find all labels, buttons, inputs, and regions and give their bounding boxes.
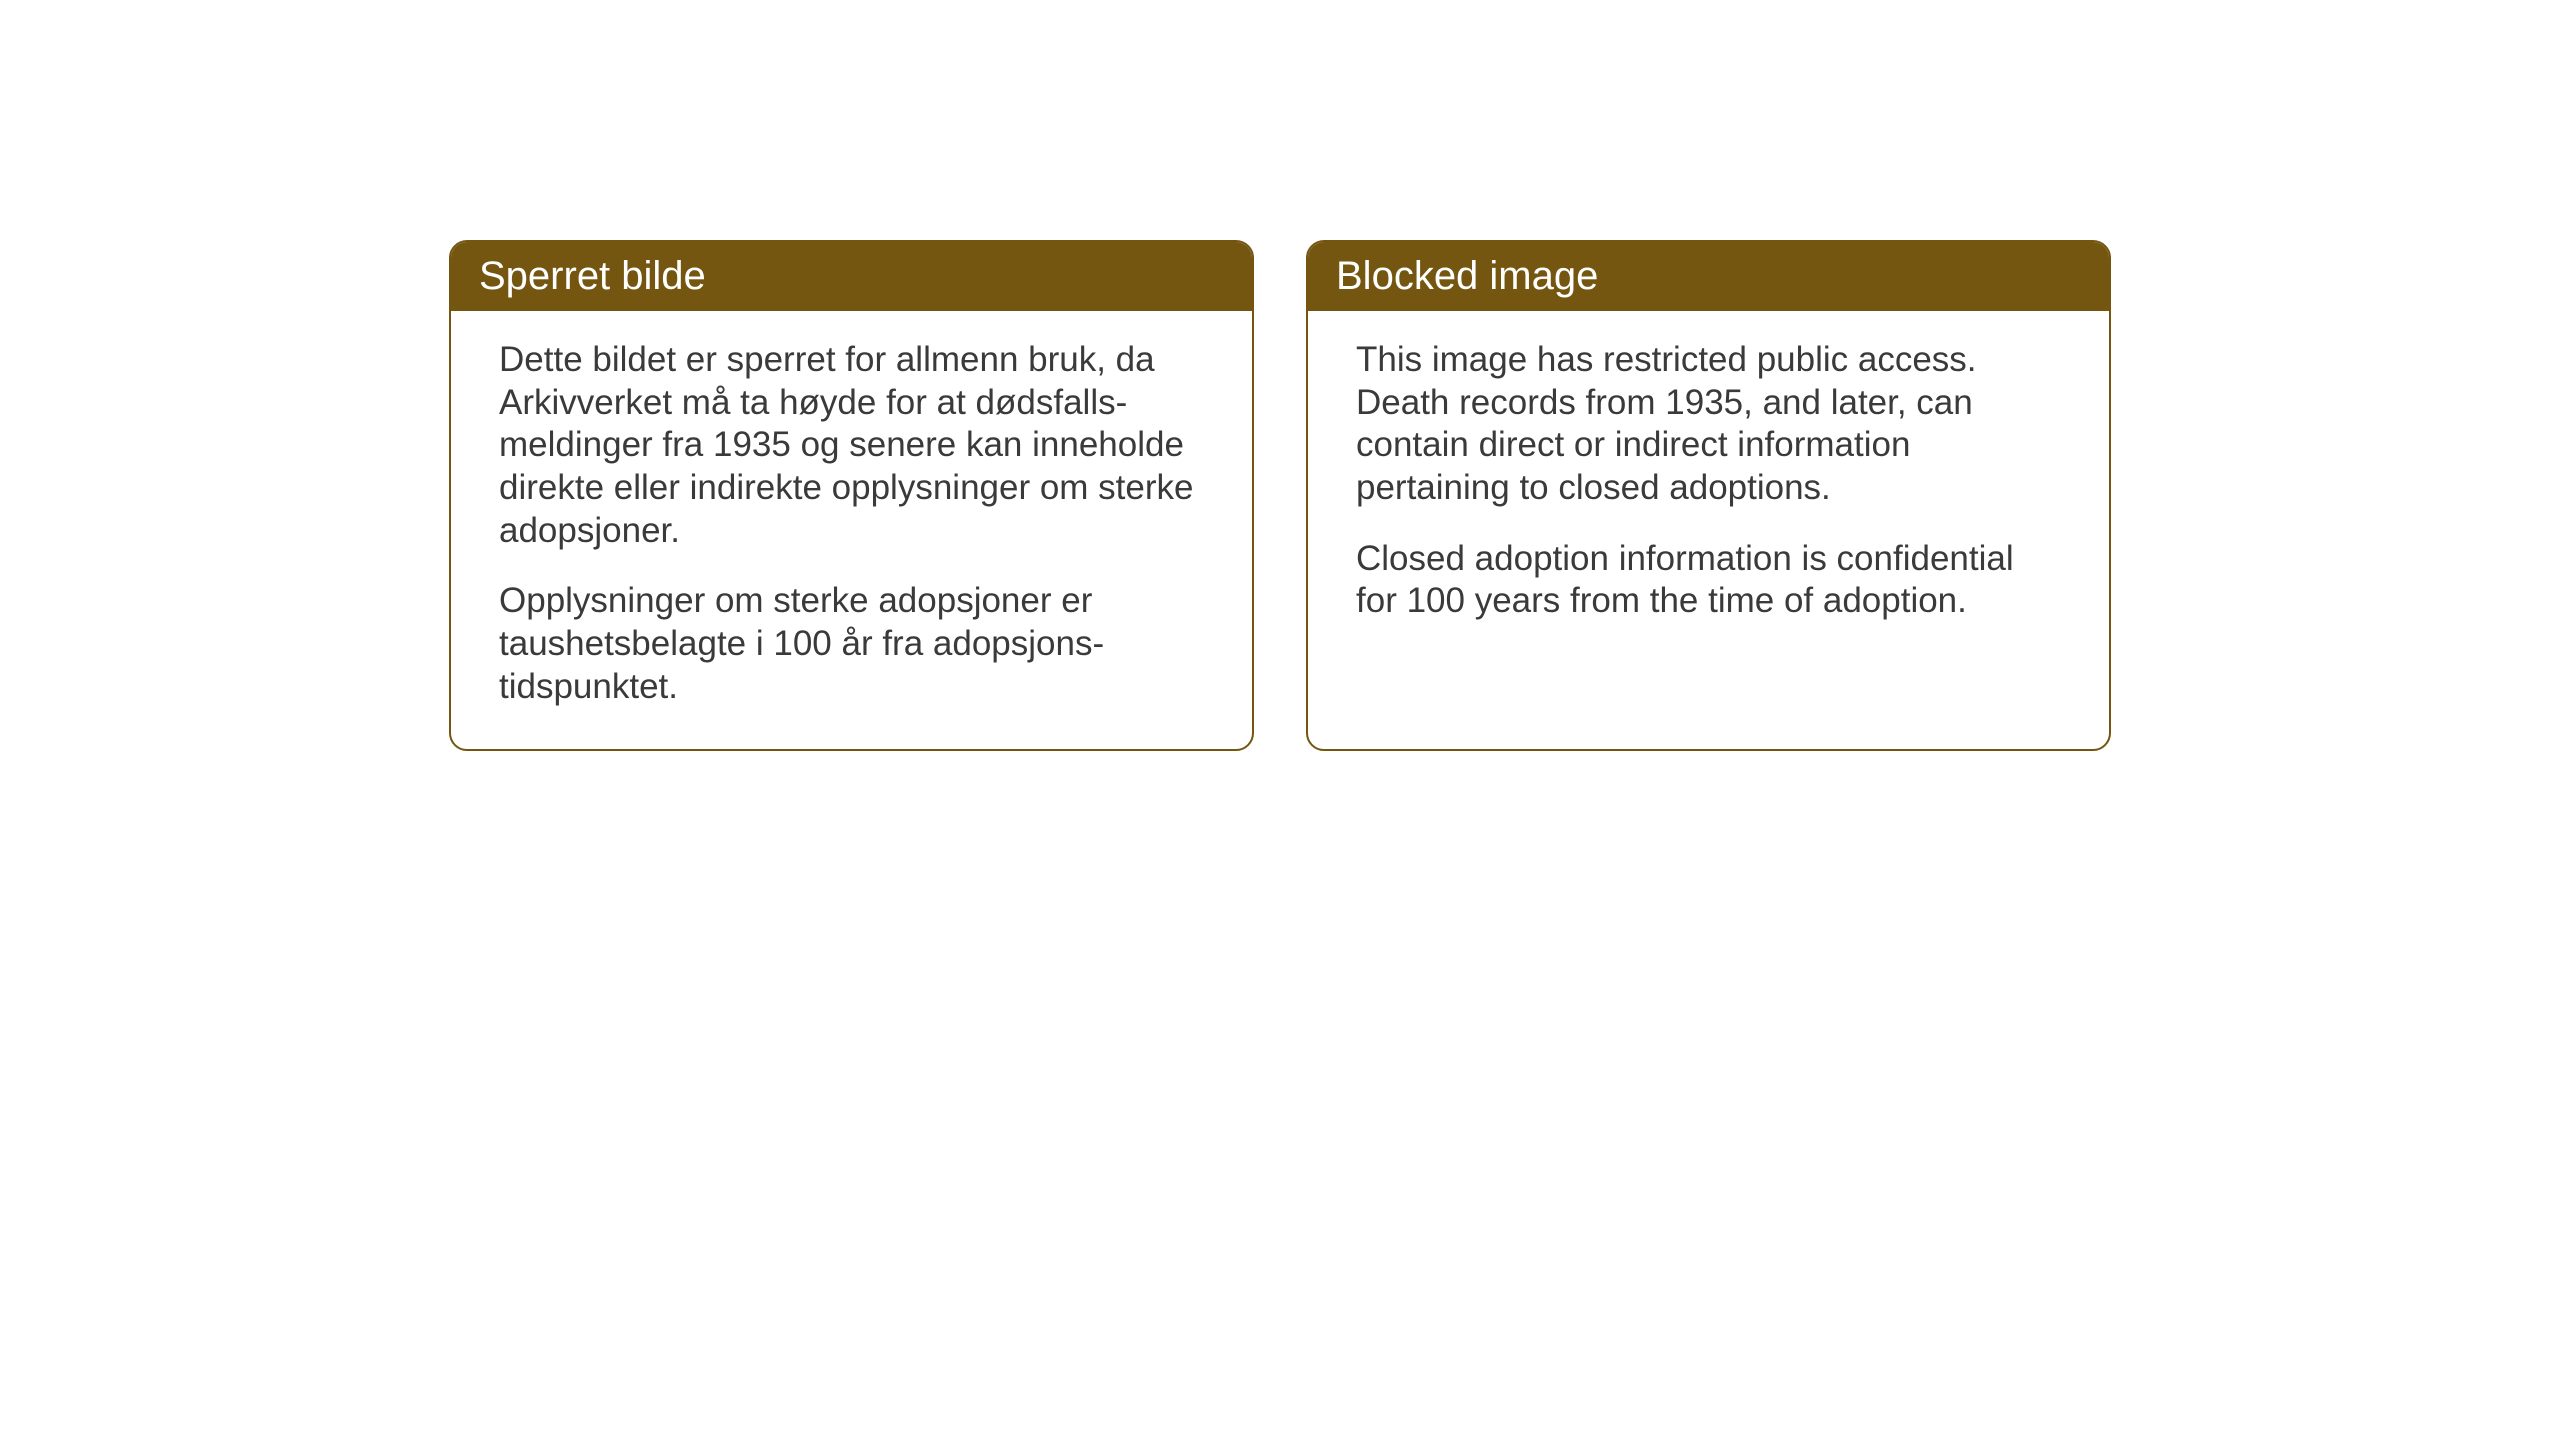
notice-container: Sperret bilde Dette bildet er sperret fo… <box>449 240 2111 751</box>
paragraph-english-2: Closed adoption information is confident… <box>1356 538 2061 623</box>
card-body-norwegian: Dette bildet er sperret for allmenn bruk… <box>451 311 1252 749</box>
paragraph-english-1: This image has restricted public access.… <box>1356 339 2061 510</box>
paragraph-norwegian-1: Dette bildet er sperret for allmenn bruk… <box>499 339 1204 552</box>
card-header-english: Blocked image <box>1308 242 2109 311</box>
card-title-english: Blocked image <box>1336 254 1598 298</box>
card-english: Blocked image This image has restricted … <box>1306 240 2111 751</box>
card-norwegian: Sperret bilde Dette bildet er sperret fo… <box>449 240 1254 751</box>
card-body-english: This image has restricted public access.… <box>1308 311 2109 663</box>
card-title-norwegian: Sperret bilde <box>479 254 706 298</box>
card-header-norwegian: Sperret bilde <box>451 242 1252 311</box>
paragraph-norwegian-2: Opplysninger om sterke adopsjoner er tau… <box>499 580 1204 708</box>
